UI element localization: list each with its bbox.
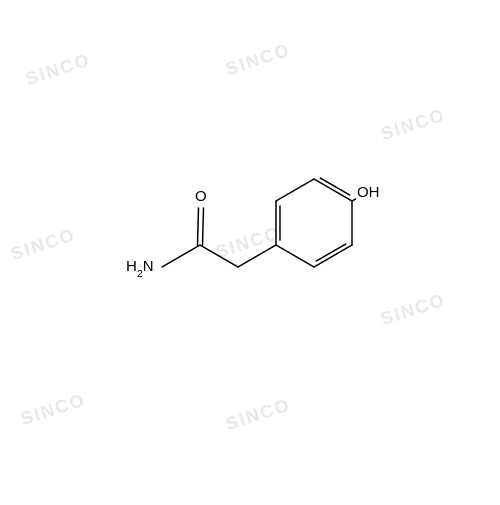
svg-text:SINCO: SINCO bbox=[8, 224, 78, 264]
svg-text:SINCO: SINCO bbox=[378, 104, 448, 144]
svg-text:SINCO: SINCO bbox=[23, 49, 93, 89]
molecule-svg: SINCO SINCO SINCO SINCO SINCO SINCO SINCO SINCO bbox=[0, 0, 500, 500]
svg-text:SINCO: SINCO bbox=[213, 222, 283, 262]
svg-text:SINCO: SINCO bbox=[378, 289, 448, 329]
svg-text:SINCO: SINCO bbox=[18, 389, 88, 429]
atom-N: H2N bbox=[125, 258, 155, 278]
bond-layer bbox=[162, 178, 361, 267]
svg-text:SINCO: SINCO bbox=[223, 394, 293, 434]
watermark-layer: SINCO SINCO SINCO SINCO SINCO SINCO SINCO SINCO bbox=[8, 39, 448, 434]
svg-text:SINCO: SINCO bbox=[223, 39, 293, 79]
atom-O1: O bbox=[194, 188, 208, 205]
atom-OH: OH bbox=[356, 184, 381, 201]
molecule-diagram: SINCOSINCOSINCOSINCOSINCOSINCOSINCOSINCO… bbox=[0, 0, 500, 500]
